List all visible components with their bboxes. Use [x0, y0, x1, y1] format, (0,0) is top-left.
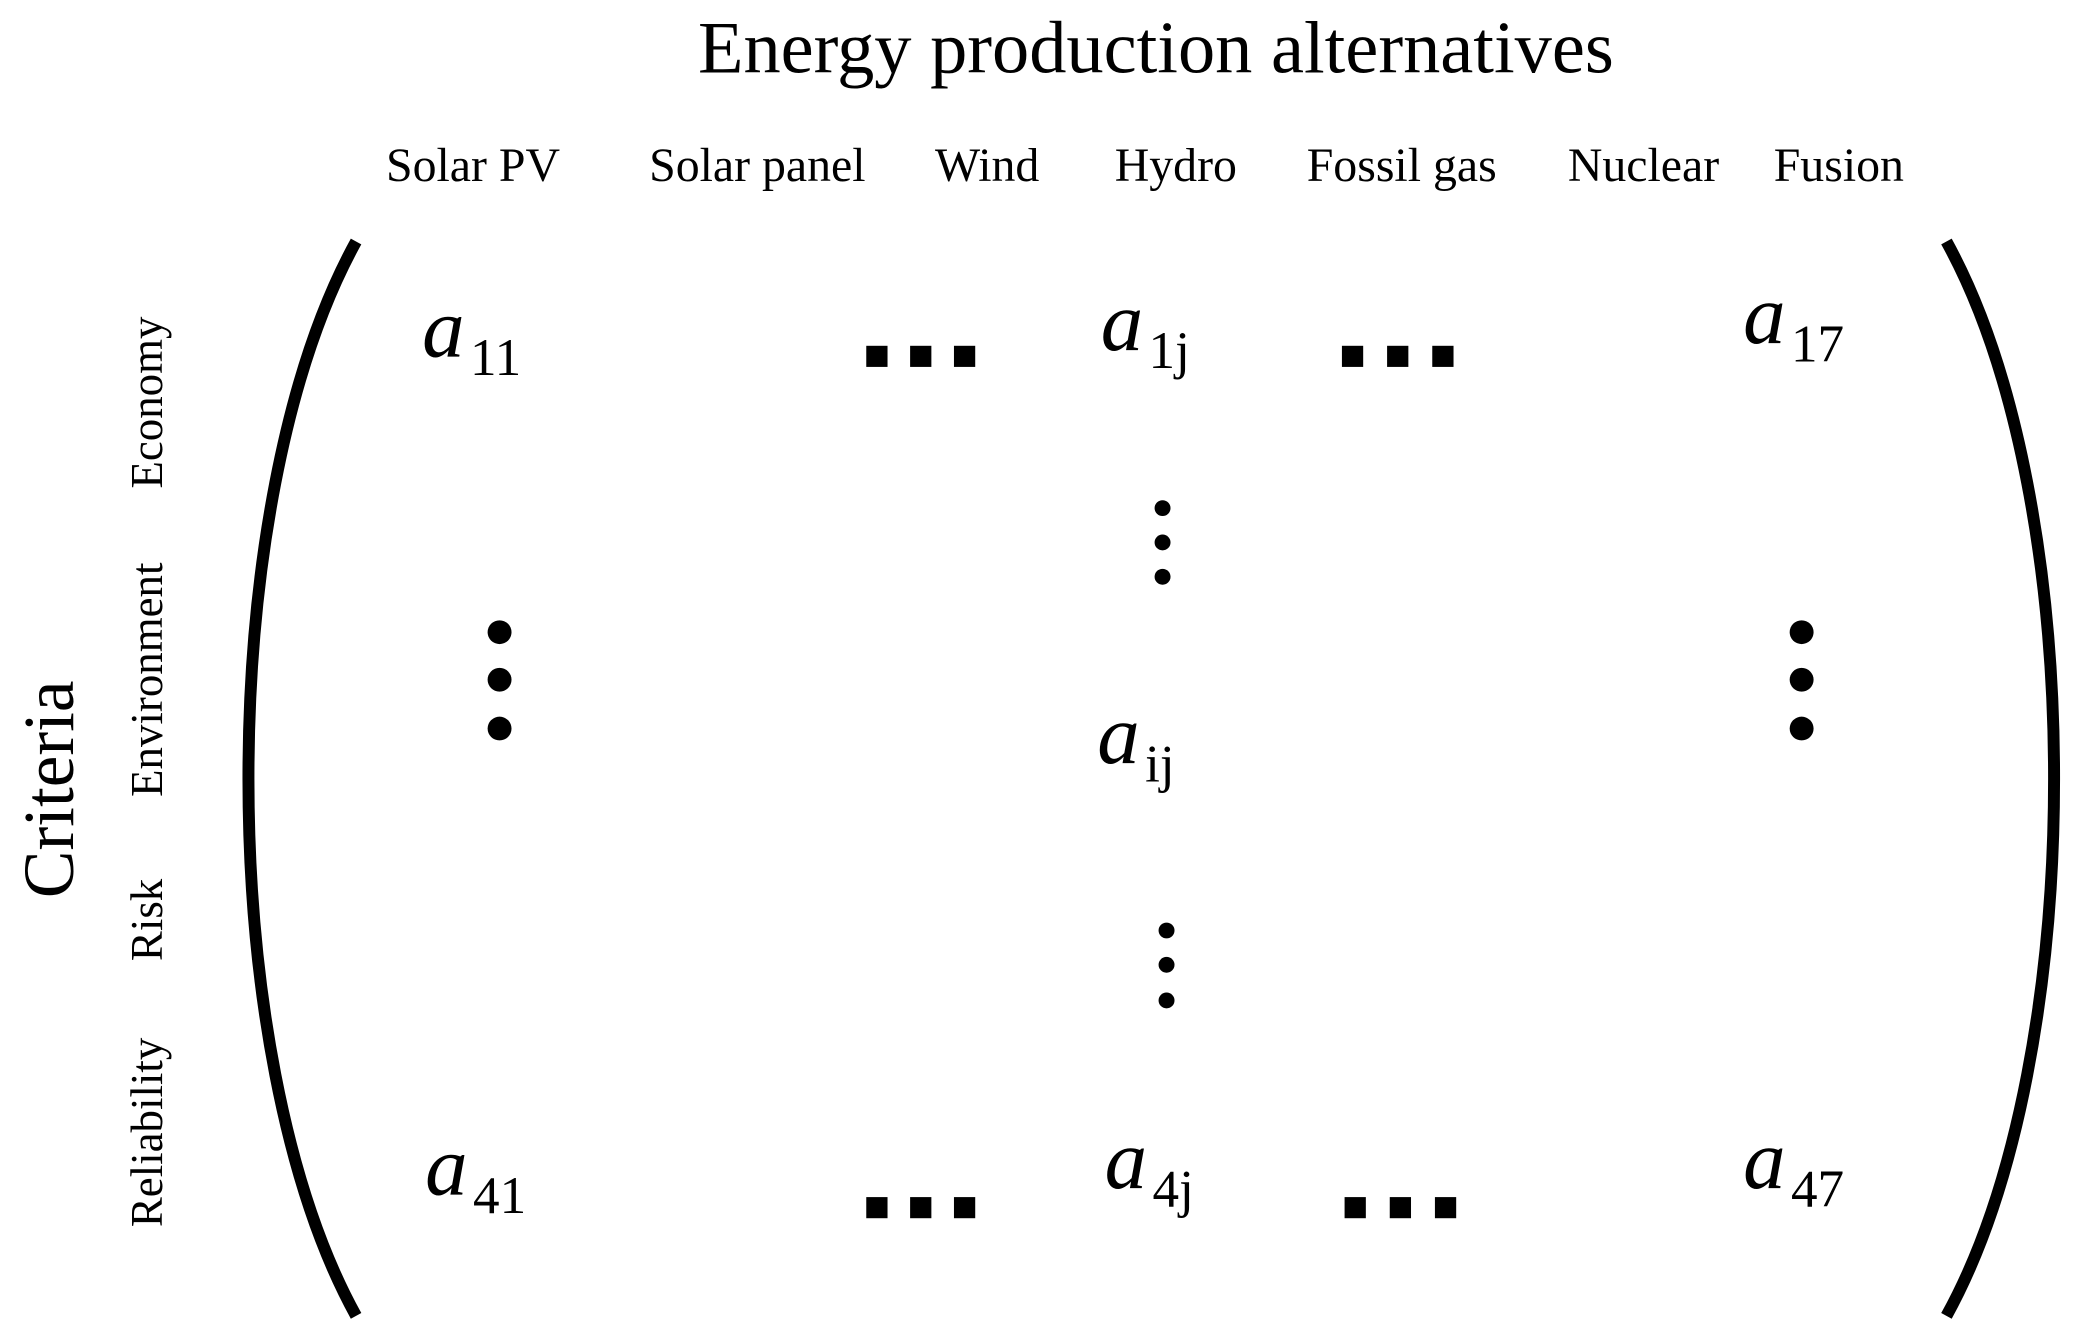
- alternative-label: Fusion: [1774, 140, 1904, 192]
- criterion-label: Risk: [122, 878, 172, 961]
- entry-subscript: ij: [1145, 735, 1175, 793]
- criterion-label: Reliability: [122, 1037, 172, 1227]
- entry-subscript: 17: [1791, 316, 1844, 374]
- matrix-entry: a 4j: [1105, 1113, 1194, 1218]
- entry-base: a: [425, 1120, 468, 1214]
- matrix-entry: a 41: [425, 1120, 526, 1225]
- alternative-label: Solar PV: [386, 140, 560, 192]
- entry-base: a: [1743, 1113, 1786, 1207]
- title: Energy production alternatives: [698, 8, 1614, 90]
- entry-subscript: 11: [470, 329, 521, 387]
- entry-subscript: 41: [473, 1167, 526, 1225]
- matrix-entry: a 47: [1743, 1113, 1844, 1218]
- entry-base: a: [1101, 275, 1144, 369]
- entry-subscript: 1j: [1149, 322, 1190, 380]
- matrix-entry: a ij: [1097, 688, 1174, 793]
- entry-base: a: [1743, 268, 1786, 362]
- matrix-entry: a 1j: [1101, 275, 1190, 380]
- matrix-entry: a 11: [422, 282, 521, 387]
- entry-base: a: [1097, 688, 1140, 782]
- matrix-entry: a 17: [1743, 268, 1844, 373]
- entry-subscript: 47: [1791, 1160, 1844, 1218]
- entry-base: a: [1105, 1113, 1148, 1207]
- alternative-label: Hydro: [1115, 140, 1237, 192]
- alternative-label: Solar panel: [649, 140, 865, 192]
- alternative-label: Wind: [935, 140, 1039, 192]
- ellipsis: [487, 345, 1814, 1219]
- entry-subscript: 4j: [1153, 1160, 1194, 1218]
- entry-base: a: [422, 282, 465, 376]
- criteria-label: Criteria: [10, 680, 89, 898]
- alternative-label: Nuclear: [1568, 140, 1719, 192]
- criterion-label: Environment: [122, 562, 172, 797]
- right-bracket: [1941, 238, 2061, 1319]
- alternative-label: Fossil gas: [1307, 140, 1497, 192]
- criterion-label: Economy: [122, 316, 172, 488]
- left-bracket: [242, 238, 362, 1319]
